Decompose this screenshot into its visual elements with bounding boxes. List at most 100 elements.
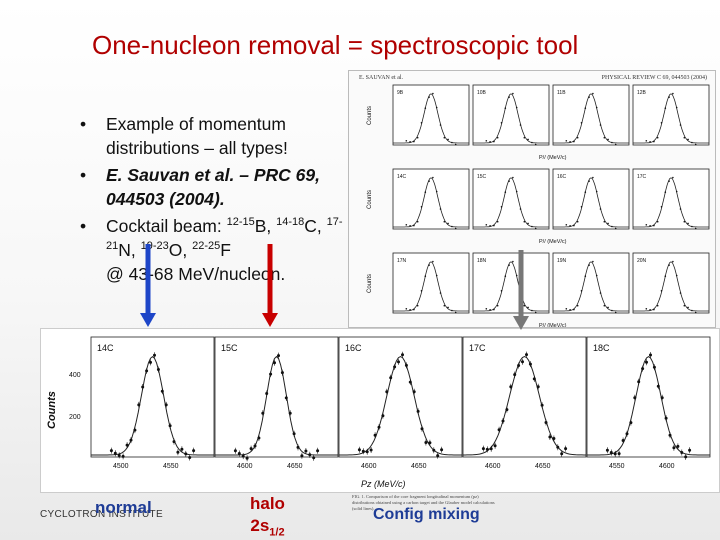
data-point — [653, 224, 655, 227]
data-point — [645, 308, 648, 310]
data-point — [595, 190, 598, 193]
data-point — [485, 224, 488, 226]
data-point — [428, 180, 430, 182]
paper-plot-grid: 9B 10B 11B 12B Counts P// (MeV/c) 14C 15C 16C 17C… — [367, 84, 710, 329]
fit-curve — [553, 93, 629, 144]
data-point — [576, 220, 579, 223]
fit-curve — [473, 177, 549, 228]
paper-author: E. SAUVAN et al. — [359, 75, 404, 81]
bullet-2: • E. Sauvan et al. – PRC 69, 044503 (200… — [80, 163, 360, 211]
data-point — [660, 206, 663, 208]
data-point — [679, 124, 682, 126]
paper-ylabel: Counts — [367, 274, 373, 293]
data-point — [573, 308, 575, 311]
paper-xlabel: P// (MeV/c) — [539, 155, 567, 161]
bullet-3-tail: @ 43-68 MeV/nucleon. — [106, 264, 286, 284]
data-point — [584, 107, 587, 109]
data-point — [588, 264, 590, 266]
panel-label: 15C — [221, 343, 238, 353]
data-point — [687, 306, 689, 309]
data-point — [569, 309, 571, 311]
data-point — [413, 308, 415, 311]
plot-frame — [392, 252, 470, 314]
data-point — [607, 222, 609, 225]
panel-label: 15C — [477, 174, 487, 180]
paper-journal: PHYSICAL REVIEW C 69, 044503 (2004) — [601, 75, 707, 81]
data-point — [527, 138, 529, 141]
plot-frame — [586, 336, 711, 458]
data-point — [432, 260, 434, 263]
data-point — [428, 96, 430, 98]
data-point — [447, 138, 449, 141]
fit-curve — [633, 93, 709, 144]
x-tick-label: 4500 — [113, 463, 129, 470]
data-point — [500, 290, 503, 292]
data-point — [607, 306, 609, 309]
fit-curve — [633, 177, 709, 228]
data-point — [534, 143, 537, 146]
data-point — [675, 274, 678, 277]
data-point — [512, 176, 514, 179]
fit-curve — [633, 261, 709, 312]
data-point — [519, 292, 522, 294]
plot-frame — [214, 336, 339, 458]
data-point — [614, 311, 617, 314]
data-point — [416, 136, 419, 139]
data-point — [451, 141, 453, 144]
zoomed-xlabel: Pz (MeV/c) — [361, 479, 406, 489]
paper-ylabel: Counts — [367, 106, 373, 125]
paper-figure: E. SAUVAN et al. PHYSICAL REVIEW C 69, 0… — [348, 70, 716, 329]
data-point — [515, 190, 518, 193]
isotope-range: 12-15 — [226, 216, 255, 229]
data-point — [534, 311, 537, 314]
label-halo-sub: 1/2 — [269, 526, 285, 539]
label-halo: halo 2s1/2 — [250, 493, 285, 540]
plot-frame — [552, 252, 630, 314]
data-point — [580, 290, 583, 292]
x-tick-label: 4600 — [485, 463, 501, 470]
isotope-range: 17-21 — [106, 216, 343, 253]
data-point — [454, 311, 457, 314]
data-point — [565, 140, 568, 142]
plot-frame — [462, 336, 587, 458]
data-point — [664, 275, 667, 277]
data-point — [413, 140, 415, 143]
data-point — [493, 140, 495, 143]
data-point — [679, 292, 682, 294]
data-point — [668, 96, 670, 98]
data-point — [679, 208, 682, 210]
zoomed-ylabel: Counts — [46, 391, 58, 429]
plot-frame — [338, 336, 463, 458]
data-point — [649, 141, 651, 143]
data-point — [496, 136, 499, 139]
data-point — [435, 106, 438, 109]
isotope-range: 14-18 — [276, 216, 305, 229]
label-config-mixing: Config mixing — [373, 506, 480, 523]
data-point — [576, 304, 579, 307]
data-point — [565, 308, 568, 310]
data-point — [683, 136, 686, 139]
data-point — [534, 227, 537, 230]
label-halo-orbital: 2s — [250, 516, 270, 535]
data-point — [660, 290, 663, 292]
data-point — [664, 191, 667, 193]
data-point — [409, 309, 411, 311]
data-point — [645, 224, 648, 226]
data-point — [580, 206, 583, 208]
panel-label: 19N — [557, 258, 567, 264]
x-tick-label: 4650 — [411, 463, 427, 470]
data-point — [672, 92, 674, 95]
data-point — [447, 222, 449, 225]
bullet-dot: • — [80, 216, 87, 236]
data-point — [416, 304, 419, 307]
data-point — [527, 222, 529, 225]
data-point — [595, 274, 598, 277]
data-point — [599, 124, 602, 126]
element: N, — [118, 240, 141, 260]
data-point — [420, 206, 423, 208]
data-point — [656, 304, 659, 307]
zoomed-plot-row: 14C 4500 4550 15C 4600 4650 16C 4600 4650 17C 4600… — [46, 336, 711, 489]
data-point — [672, 260, 674, 263]
data-point — [656, 136, 659, 139]
fit-curve — [393, 177, 469, 228]
